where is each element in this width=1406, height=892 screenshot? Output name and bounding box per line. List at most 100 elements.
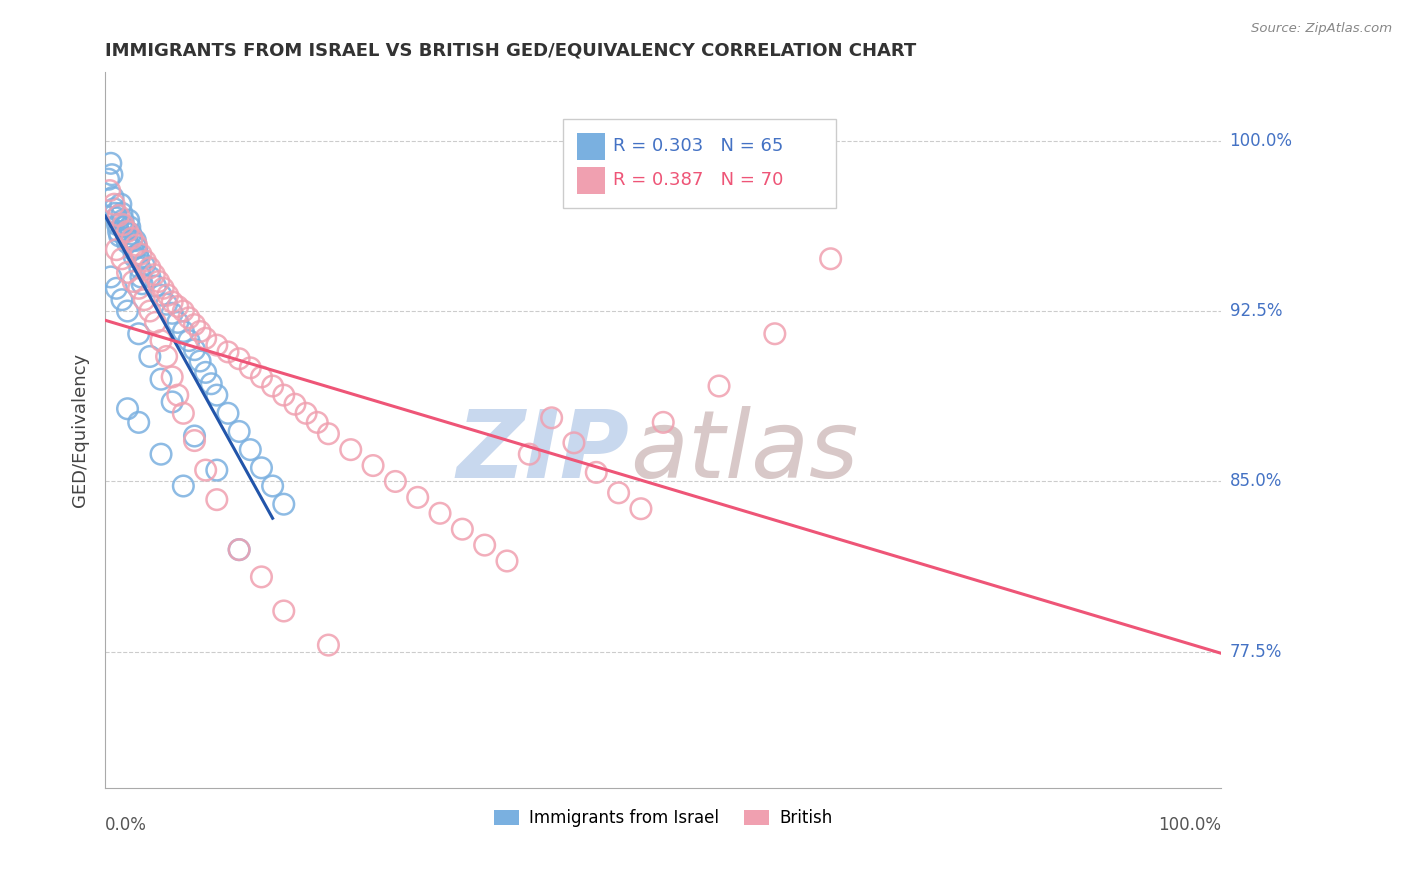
Point [108, 229, 131, 244]
Point [188, 325, 211, 339]
Point [205, 492, 228, 507]
Point [155, 297, 177, 311]
Point [205, 463, 228, 477]
Point [152, 281, 174, 295]
Point [112, 219, 135, 234]
Point [122, 243, 145, 257]
Point [105, 243, 128, 257]
Point [172, 479, 194, 493]
Point [101, 190, 124, 204]
Point [150, 288, 173, 302]
Point [194, 463, 217, 477]
Point [194, 365, 217, 379]
Point [205, 338, 228, 352]
Point [128, 252, 150, 266]
Point [103, 202, 125, 216]
Point [262, 379, 284, 393]
Point [273, 604, 295, 618]
Point [115, 231, 138, 245]
Point [156, 288, 179, 302]
Point [707, 379, 730, 393]
Point [160, 294, 183, 309]
Point [134, 259, 156, 273]
Point [111, 293, 134, 307]
Text: 0.0%: 0.0% [105, 815, 148, 833]
Point [101, 168, 124, 182]
Point [517, 447, 540, 461]
Point [496, 554, 519, 568]
Point [607, 485, 630, 500]
Point [172, 304, 194, 318]
Point [107, 225, 129, 239]
Point [117, 235, 139, 250]
Point [585, 466, 607, 480]
Point [250, 460, 273, 475]
Point [134, 293, 156, 307]
Point [121, 234, 143, 248]
Text: Source: ZipAtlas.com: Source: ZipAtlas.com [1251, 22, 1392, 36]
Point [128, 416, 150, 430]
Point [97, 172, 120, 186]
Point [128, 260, 150, 275]
Point [112, 213, 135, 227]
Point [474, 538, 496, 552]
Point [128, 326, 150, 341]
Point [145, 279, 167, 293]
Point [217, 345, 239, 359]
Point [228, 425, 250, 439]
Text: R = 0.387   N = 70: R = 0.387 N = 70 [613, 170, 783, 189]
Point [160, 395, 183, 409]
Point [339, 442, 361, 457]
Legend: Immigrants from Israel, British: Immigrants from Israel, British [488, 802, 839, 834]
Point [183, 343, 205, 357]
Point [111, 252, 134, 266]
Point [295, 406, 318, 420]
Point [122, 250, 145, 264]
Point [139, 304, 162, 318]
Text: 92.5%: 92.5% [1230, 302, 1282, 320]
Text: 85.0%: 85.0% [1230, 473, 1282, 491]
Point [139, 269, 162, 284]
Point [172, 406, 194, 420]
FancyBboxPatch shape [578, 133, 605, 161]
Point [239, 442, 262, 457]
Point [112, 218, 135, 232]
Point [239, 360, 262, 375]
Point [100, 269, 122, 284]
Point [128, 281, 150, 295]
Point [406, 491, 429, 505]
FancyBboxPatch shape [562, 119, 837, 209]
Point [228, 542, 250, 557]
Point [117, 265, 139, 279]
Point [121, 231, 143, 245]
Point [117, 304, 139, 318]
Point [652, 416, 675, 430]
Point [284, 397, 307, 411]
Point [125, 238, 148, 252]
Point [139, 350, 162, 364]
Point [228, 351, 250, 366]
Point [194, 331, 217, 345]
Point [100, 156, 122, 170]
Point [361, 458, 384, 473]
Point [200, 376, 222, 391]
Point [150, 372, 173, 386]
Point [145, 315, 167, 329]
Point [177, 310, 200, 325]
Point [127, 247, 149, 261]
Text: ZIP: ZIP [457, 406, 630, 498]
Point [262, 479, 284, 493]
Point [183, 318, 205, 332]
FancyBboxPatch shape [578, 167, 605, 194]
Point [318, 638, 340, 652]
Point [107, 209, 129, 223]
Point [384, 475, 406, 489]
Text: 100.0%: 100.0% [1230, 132, 1292, 150]
Point [166, 315, 188, 329]
Point [451, 522, 474, 536]
Text: 100.0%: 100.0% [1159, 815, 1222, 833]
Point [273, 497, 295, 511]
Point [131, 277, 153, 291]
Point [114, 225, 136, 239]
Point [166, 388, 188, 402]
